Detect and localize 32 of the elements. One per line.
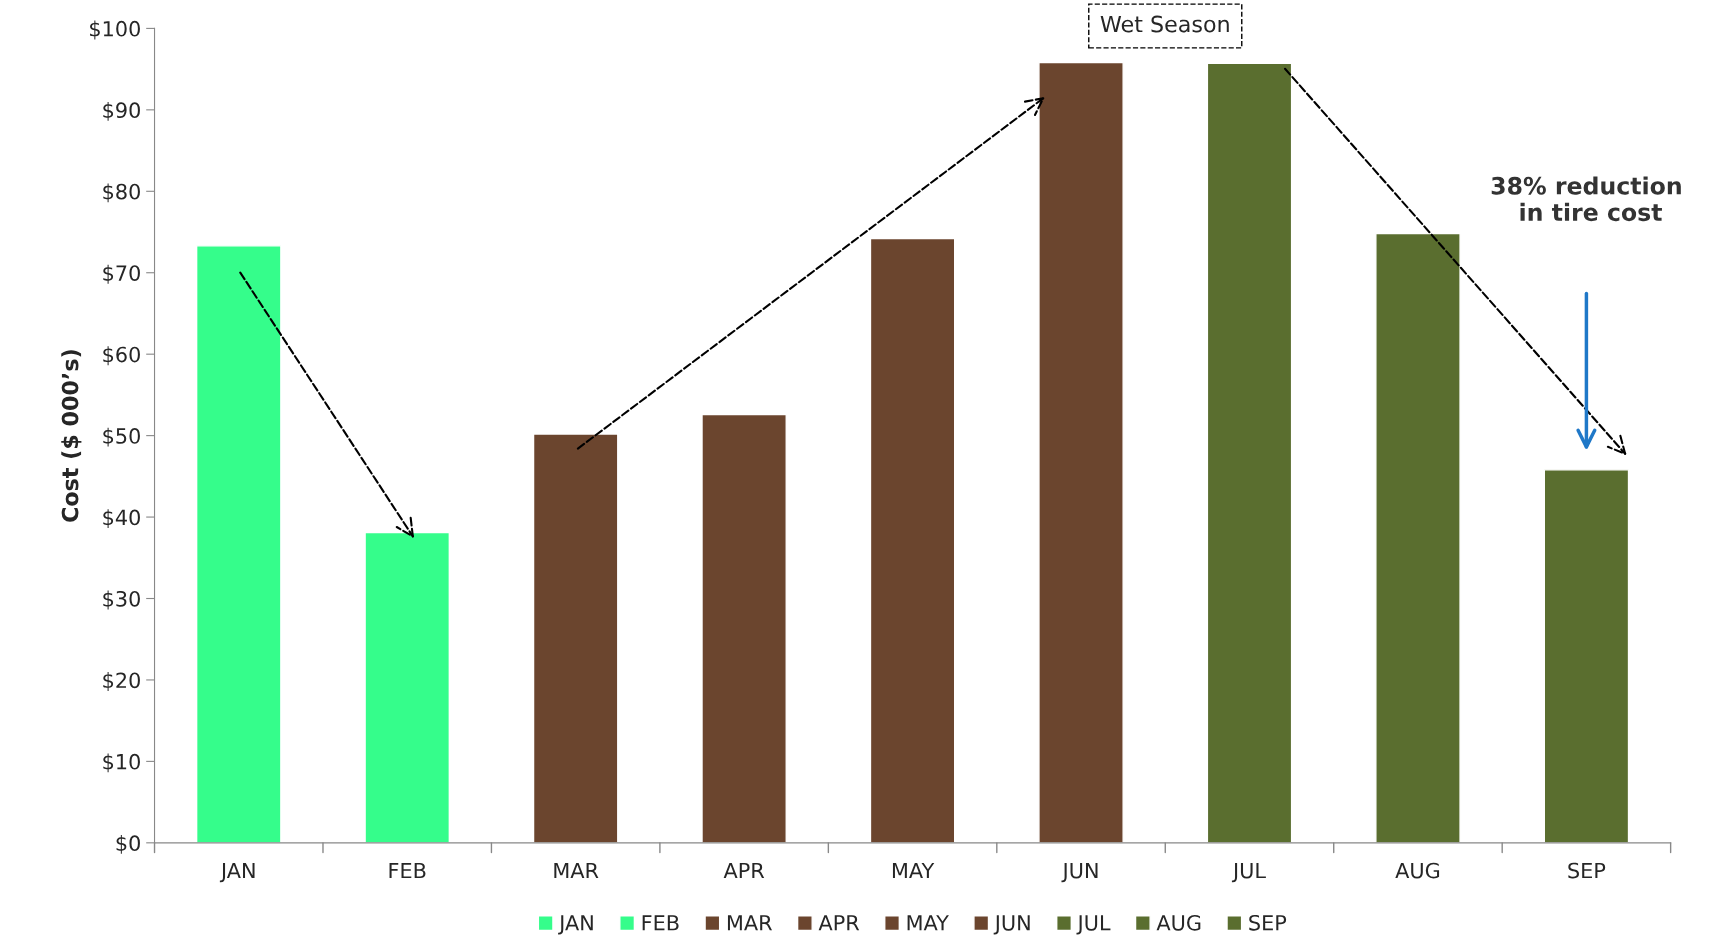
annotation: Wet Season (1100, 15, 1229, 33)
y-tick-label: $70 (103, 264, 140, 284)
x-tick-label: FEB (389, 862, 426, 879)
x-tick-label: JUN (1061, 862, 1098, 883)
legend-label: AUG (1156, 914, 1201, 931)
legend-label: MAY (907, 915, 949, 931)
y-tick-label: $80 (103, 183, 140, 203)
y-tick-label: $10 (103, 753, 140, 773)
y-tick-label: $30 (103, 590, 140, 610)
legend-label: MAR (727, 915, 773, 931)
x-tick-label: JUL (1231, 862, 1266, 883)
y-tick-label: $40 (103, 509, 140, 529)
legend-label: JAN (558, 915, 593, 935)
x-tick-label: MAY (892, 862, 935, 879)
y-axis-title: Cost ($ 000’s) (61, 350, 82, 522)
legend-label: FEB (642, 915, 679, 931)
y-tick-label: $90 (103, 101, 140, 121)
x-tick-label: AUG (1395, 862, 1440, 879)
y-tick-label: $20 (103, 672, 140, 691)
x-tick-label: MAR (554, 862, 599, 879)
y-tick-label: $0 (116, 834, 140, 854)
legend-label: JUN (993, 915, 1030, 935)
y-tick-label: $50 (103, 427, 140, 447)
x-tick-label: JAN (219, 862, 255, 883)
legend-label: APR (818, 915, 860, 931)
x-tick-label: SEP (1568, 862, 1606, 879)
x-tick-label: APR (723, 862, 765, 879)
y-tick-label: $60 (103, 346, 140, 366)
legend-label: SEP (1249, 914, 1287, 931)
annotation: 38% reduction in tire cost (1491, 176, 1681, 222)
y-tick-label: $100 (90, 20, 140, 40)
legend-label: JUL (1076, 915, 1111, 935)
